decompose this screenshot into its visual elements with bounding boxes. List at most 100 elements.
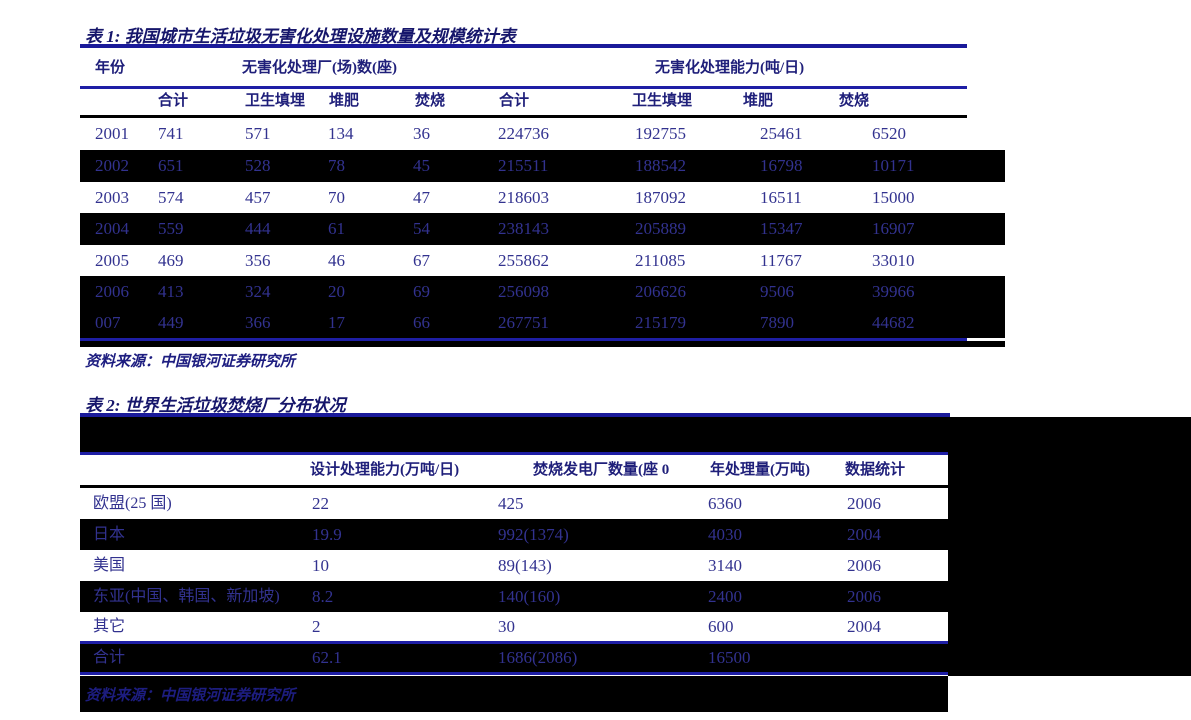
cell: 425 xyxy=(498,494,524,513)
cell: 238143 xyxy=(498,219,549,238)
cell-year: 2003 xyxy=(95,188,129,207)
cell: 44682 xyxy=(872,313,915,332)
cell: 25461 xyxy=(760,124,803,143)
table2-title: 表 2: 世界生活垃圾焚烧厂分布状况 xyxy=(85,396,346,415)
table1-subheader-row: 合计 卫生填埋 堆肥 焚烧 合计 卫生填埋 堆肥 焚烧 xyxy=(80,88,967,115)
table2-right-artifact-band xyxy=(948,452,1191,676)
cell-region: 东亚(中国、韩国、新加坡) xyxy=(93,588,280,605)
cell: 741 xyxy=(158,124,184,143)
cell: 7890 xyxy=(760,313,794,332)
cell: 2004 xyxy=(847,525,881,544)
cell: 224736 xyxy=(498,124,549,143)
cell: 33010 xyxy=(872,251,915,270)
cell: 70 xyxy=(328,188,345,207)
cell: 256098 xyxy=(498,282,549,301)
table1-subheader-compost1: 堆肥 xyxy=(329,93,360,109)
table2-header-data-year: 数据统计 xyxy=(845,462,906,478)
cell: 6520 xyxy=(872,124,906,143)
cell: 192755 xyxy=(635,124,686,143)
table-row-2004: 2004 559 444 61 54 238143 205889 15347 1… xyxy=(80,213,1005,245)
cell: 2400 xyxy=(708,587,742,606)
cell-region: 日本 xyxy=(93,526,126,543)
cell: 66 xyxy=(413,313,430,332)
cell: 16798 xyxy=(760,156,803,175)
table2-header-top-rule xyxy=(80,452,948,455)
cell: 140(160) xyxy=(498,587,561,606)
cell: 78 xyxy=(328,156,345,175)
cell: 571 xyxy=(245,124,271,143)
cell: 600 xyxy=(708,617,734,636)
cell: 205889 xyxy=(635,219,686,238)
cell: 6360 xyxy=(708,494,742,513)
cell: 9506 xyxy=(760,282,794,301)
table1-title-rule xyxy=(80,44,967,48)
cell: 134 xyxy=(328,124,354,143)
table1-source: 资料来源：中国银河证券研究所 xyxy=(85,354,296,370)
cell: 413 xyxy=(158,282,184,301)
cell: 559 xyxy=(158,219,184,238)
table1-group-header-row: 年份 无害化处理厂(场)数(座) 无害化处理能力(吨/日) xyxy=(80,52,967,85)
cell-year: 007 xyxy=(95,313,121,332)
cell: 30 xyxy=(498,617,515,636)
table1-subheader-incineration1: 焚烧 xyxy=(415,93,446,109)
cell-region: 美国 xyxy=(93,557,126,574)
cell: 215179 xyxy=(635,313,686,332)
table2-header-row: 设计处理能力(万吨/日) 焚烧发电厂数量(座 0 年处理量(万吨) 数据统计 xyxy=(80,455,948,485)
cell-year: 2001 xyxy=(95,124,129,143)
cell-year: 2002 xyxy=(95,156,129,175)
table-row-usa: 美国 10 89(143) 3140 2006 xyxy=(80,550,948,581)
table1-bottom-rule xyxy=(80,338,967,341)
cell: 457 xyxy=(245,188,271,207)
cell: 528 xyxy=(245,156,271,175)
cell: 469 xyxy=(158,251,184,270)
table-row-eu: 欧盟(25 国) 22 425 6360 2006 xyxy=(80,488,948,519)
table-row-2003: 2003 574 457 70 47 218603 187092 16511 1… xyxy=(80,182,967,214)
cell: 2006 xyxy=(847,587,881,606)
cell: 16500 xyxy=(708,648,751,667)
table-row-east-asia: 东亚(中国、韩国、新加坡) 8.2 140(160) 2400 2006 xyxy=(80,581,948,612)
table-row-total: 合计 62.1 1686(2086) 16500 xyxy=(80,644,948,672)
table1-header-rule xyxy=(80,86,967,89)
table-row-2005: 2005 469 356 46 67 255862 211085 11767 3… xyxy=(80,245,967,277)
cell: 218603 xyxy=(498,188,549,207)
cell: 366 xyxy=(245,313,271,332)
table1-header-capacity: 无害化处理能力(吨/日) xyxy=(655,60,805,76)
table2-title-rule xyxy=(80,413,950,417)
cell: 356 xyxy=(245,251,271,270)
cell: 39966 xyxy=(872,282,915,301)
cell: 324 xyxy=(245,282,271,301)
cell: 17 xyxy=(328,313,345,332)
table1-subheader-divider xyxy=(80,115,967,118)
table2-header-divider xyxy=(80,485,948,488)
cell: 67 xyxy=(413,251,430,270)
cell: 10 xyxy=(312,556,329,575)
cell: 46 xyxy=(328,251,345,270)
cell: 2006 xyxy=(847,556,881,575)
cell: 187092 xyxy=(635,188,686,207)
cell: 69 xyxy=(413,282,430,301)
cell-region: 欧盟(25 国) xyxy=(93,495,172,512)
table2-bottom-artifact-band: 资料来源：中国银河证券研究所 xyxy=(80,676,948,712)
cell: 2004 xyxy=(847,617,881,636)
table1-header-year: 年份 xyxy=(95,60,126,76)
cell: 36 xyxy=(413,124,430,143)
table2-source: 资料来源：中国银河证券研究所 xyxy=(85,688,296,704)
table2-total-top-rule xyxy=(80,641,948,644)
cell: 2 xyxy=(312,617,321,636)
table-row-2002: 2002 651 528 78 45 215511 188542 16798 1… xyxy=(80,150,1005,182)
cell: 19.9 xyxy=(312,525,342,544)
table2-top-artifact-band xyxy=(80,417,1191,453)
table1-subheader-total1: 合计 xyxy=(158,93,189,109)
cell: 4030 xyxy=(708,525,742,544)
cell-year: 2004 xyxy=(95,219,129,238)
cell: 61 xyxy=(328,219,345,238)
cell: 20 xyxy=(328,282,345,301)
cell: 2006 xyxy=(847,494,881,513)
cell: 3140 xyxy=(708,556,742,575)
table-row-other: 其它 2 30 600 2004 xyxy=(80,612,948,641)
cell: 47 xyxy=(413,188,430,207)
cell: 8.2 xyxy=(312,587,334,606)
table1-header-plants: 无害化处理厂(场)数(座) xyxy=(242,60,397,76)
table2-bottom-rule xyxy=(80,672,948,675)
